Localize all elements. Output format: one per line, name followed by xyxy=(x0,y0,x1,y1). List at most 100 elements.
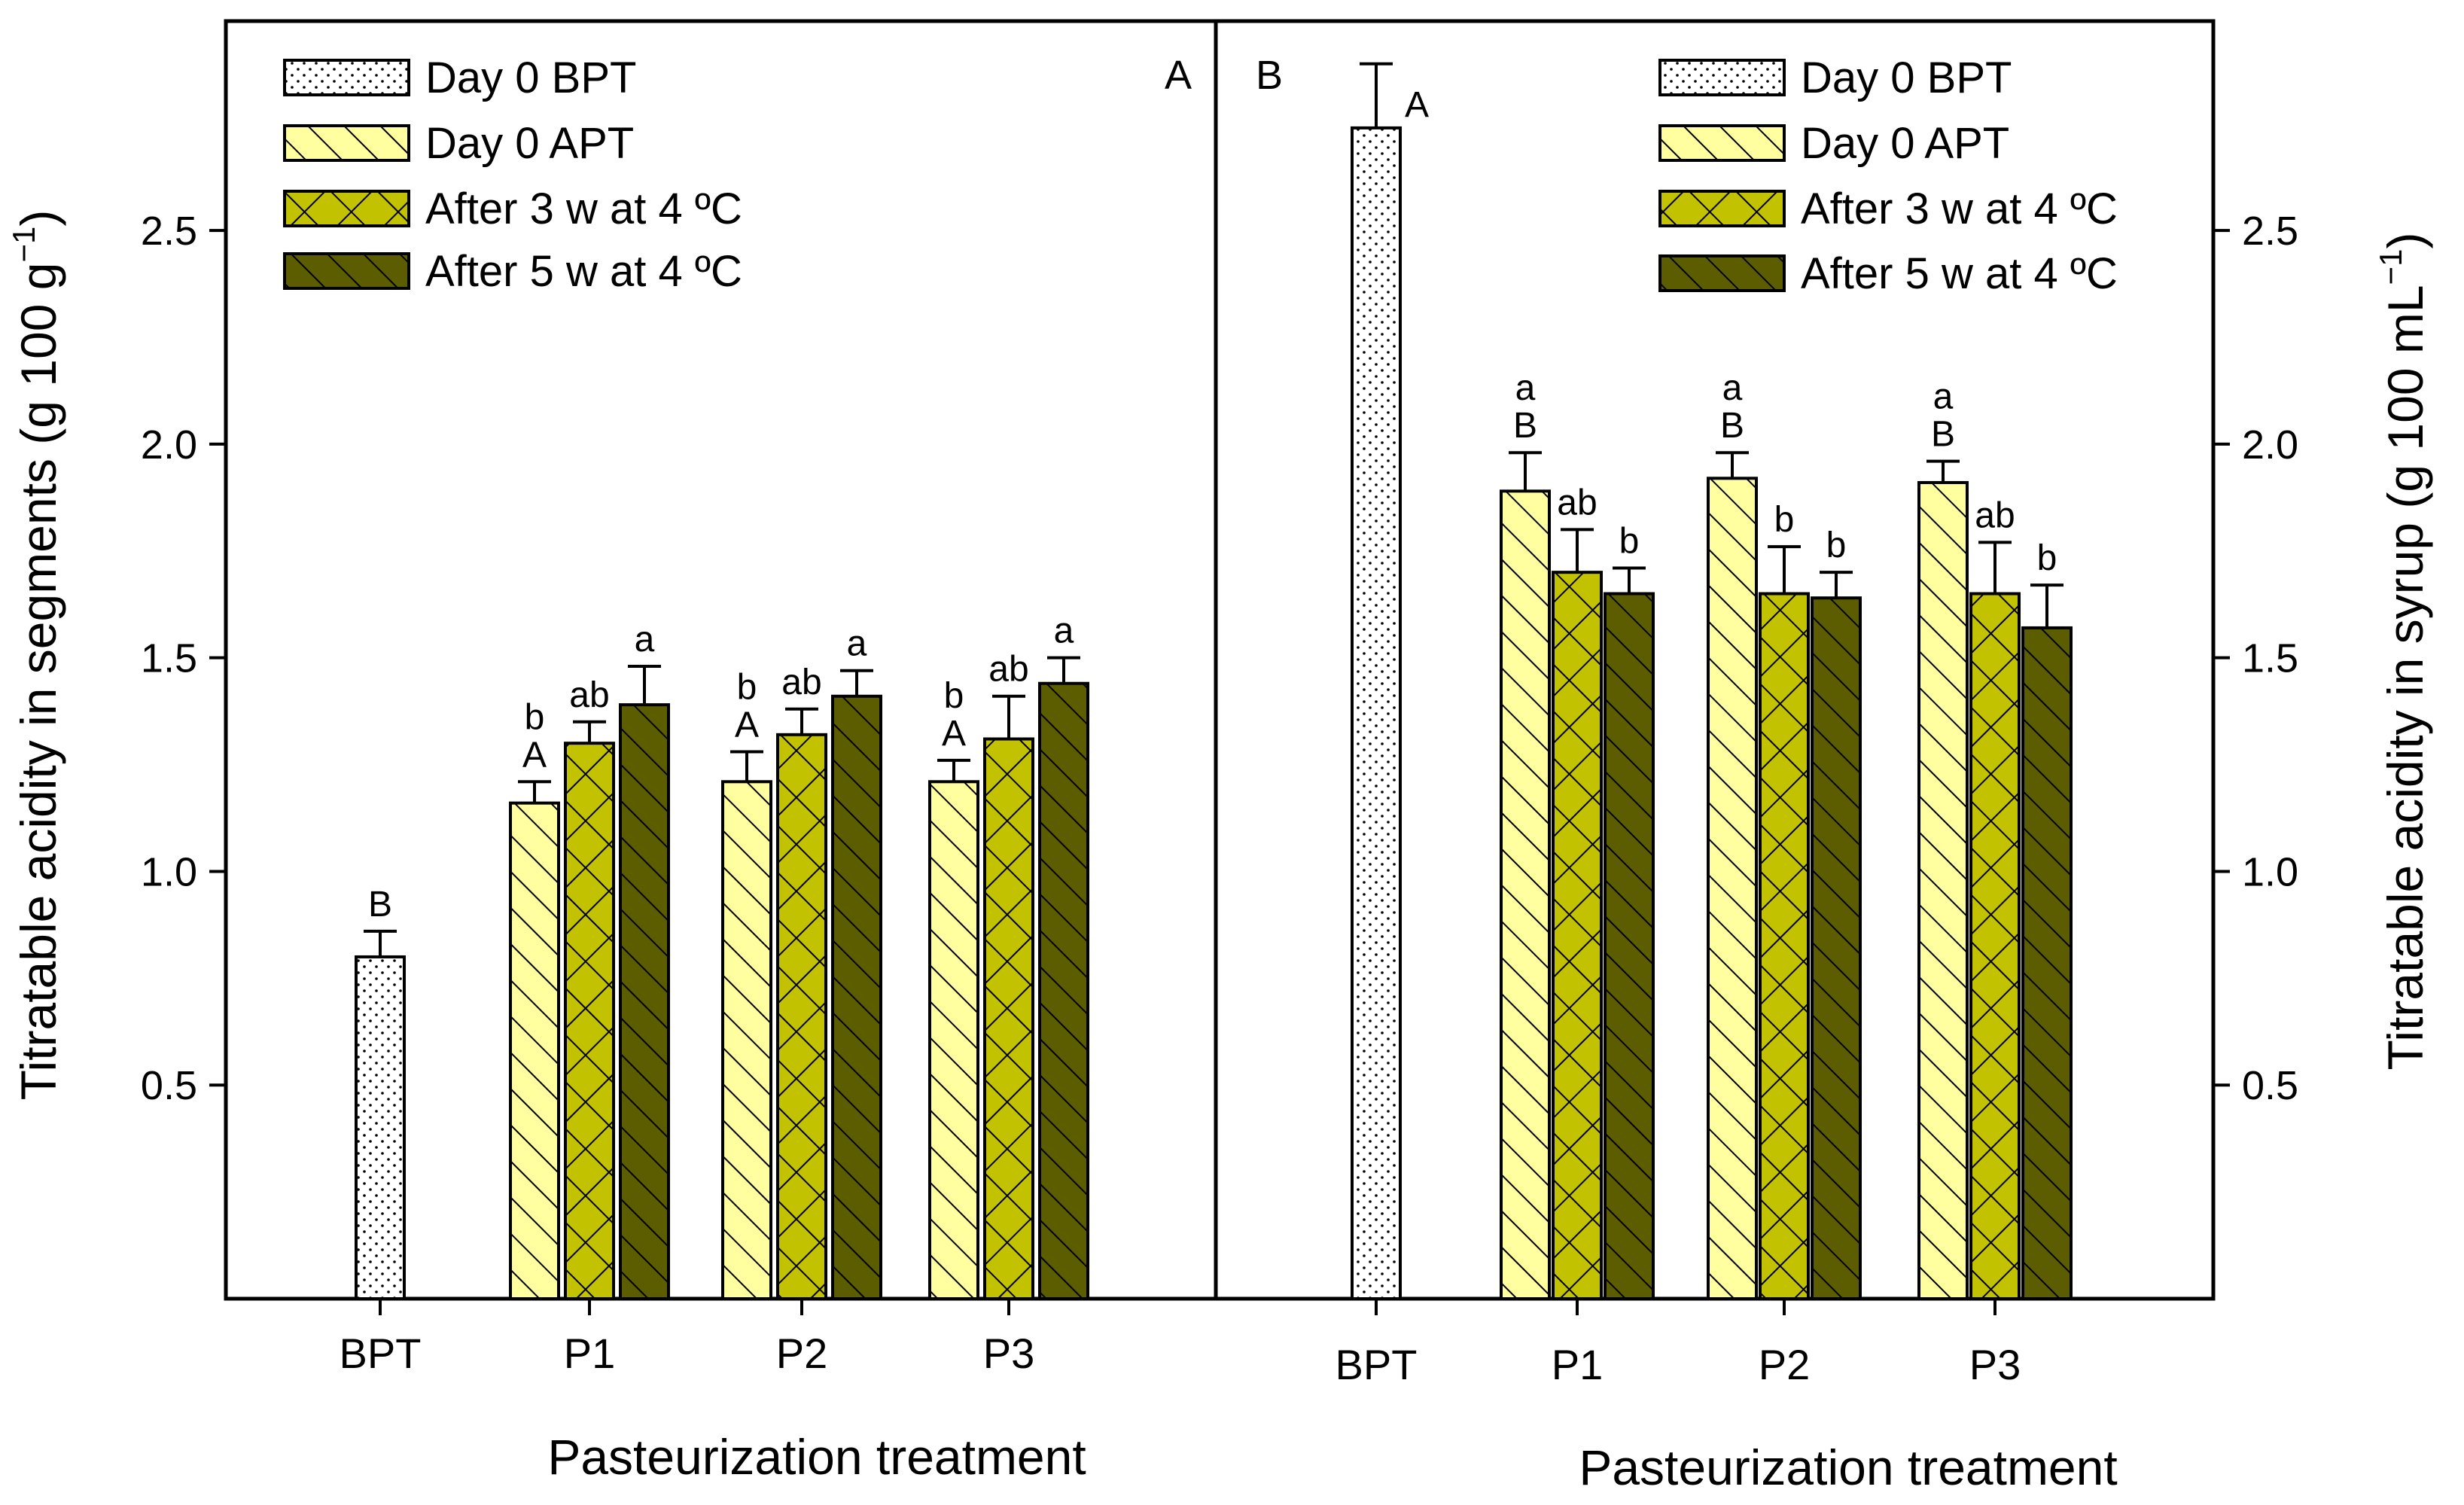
y-tick-label: 2.0 xyxy=(2242,422,2298,468)
bar-p1-after-3-w-at-4-c xyxy=(1552,571,1603,1300)
y-tick-label: 0.5 xyxy=(2242,1063,2298,1108)
bar-p2-day-0-apt-letter: B xyxy=(1720,406,1744,446)
legend-label-after-3-w-at-4-c: After 3 w at 4 ºC xyxy=(1801,184,2118,233)
bar-p1-after-3-w-at-4-c xyxy=(564,742,615,1300)
bar-p3-after-5-w-at-4-c-letter: b xyxy=(2037,538,2057,578)
legend-swatch-day-0-bpt xyxy=(283,59,410,96)
panel-a-label: A xyxy=(1165,53,1192,98)
bar-p3-after-3-w-at-4-c xyxy=(1969,592,2021,1300)
y-tick-label: 2.5 xyxy=(2242,209,2298,254)
legend-label-after-3-w-at-4-c: After 3 w at 4 ºC xyxy=(425,184,742,233)
bar-bpt-day-0-bpt-letter: B xyxy=(368,885,392,925)
bar-p3-day-0-apt-letter: b xyxy=(944,676,964,716)
y-tick-label: 2.0 xyxy=(141,422,197,468)
bar-p1-day-0-apt-letter: b xyxy=(525,697,545,737)
bar-p2-day-0-apt xyxy=(721,780,772,1300)
legend-swatch-after-5-w-at-4-c xyxy=(1658,254,1786,292)
x-tick-label-bpt: BPT xyxy=(1336,1341,1418,1388)
bar-bpt-day-0-bpt xyxy=(355,955,406,1300)
y-tick-label: 2.5 xyxy=(141,209,197,254)
bar-p2-after-5-w-at-4-c-letter: b xyxy=(1826,526,1847,565)
panel-b-y-axis-title: Titratable acidity in syrup (g 100 mL−1) xyxy=(2373,233,2433,1071)
bar-p2-day-0-apt xyxy=(1707,477,1758,1300)
bar-p3-after-5-w-at-4-c xyxy=(1038,681,1089,1300)
legend-swatch-after-5-w-at-4-c xyxy=(283,252,410,290)
panel-b-label: B xyxy=(1256,53,1283,98)
bar-p3-day-0-apt-letter: B xyxy=(1931,415,1955,455)
panel-b-y-axis-title-close: ) xyxy=(2377,233,2433,249)
panel-b-y-axis-title-sup: −1 xyxy=(2373,249,2408,285)
bar-p1-after-5-w-at-4-c-letter: b xyxy=(1619,521,1640,561)
x-tick-label-p2: P2 xyxy=(776,1330,828,1377)
bar-p3-after-3-w-at-4-c-letter: ab xyxy=(1975,495,2015,535)
legend-swatch-after-3-w-at-4-c xyxy=(283,190,410,227)
y-tick-label: 0.5 xyxy=(141,1063,197,1108)
bar-p2-after-3-w-at-4-c-letter: b xyxy=(1774,500,1795,540)
bar-p1-after-5-w-at-4-c xyxy=(619,703,670,1300)
bar-p2-day-0-apt-letter: b xyxy=(737,668,757,708)
panel-a-y-axis-title-sup: −1 xyxy=(6,227,41,263)
panel-b-y-axis-title-main: Titratable acidity in syrup (g 100 mL xyxy=(2377,285,2433,1070)
legend-swatch-day-0-apt xyxy=(1658,124,1786,162)
bar-p3-after-3-w-at-4-c xyxy=(983,737,1034,1300)
x-tick-label-p1: P1 xyxy=(1552,1341,1604,1388)
bar-p3-day-0-apt-letter: A xyxy=(942,714,966,754)
legend-swatch-day-0-bpt xyxy=(1658,59,1786,96)
bar-p3-day-0-apt-letter: a xyxy=(1933,377,1954,417)
bar-p2-after-5-w-at-4-c xyxy=(831,694,882,1300)
bar-p2-day-0-apt-letter: a xyxy=(1722,368,1743,408)
bar-p1-after-5-w-at-4-c-letter: a xyxy=(635,620,655,660)
bar-p2-after-3-w-at-4-c xyxy=(776,733,827,1300)
bar-p1-after-3-w-at-4-c-letter: ab xyxy=(1557,483,1597,522)
y-tick-label: 1.0 xyxy=(141,849,197,894)
x-tick-label-p3: P3 xyxy=(1969,1341,2021,1388)
panel-b-x-axis: BPT P1 P2 P3 xyxy=(1336,1299,2021,1388)
bar-p1-day-0-apt-letter: A xyxy=(522,735,547,775)
legend-label-after-5-w-at-4-c: After 5 w at 4 ºC xyxy=(425,247,742,296)
bar-p1-day-0-apt xyxy=(1500,489,1551,1301)
panel-a-legend: Day 0 BPT Day 0 APT After 3 w at 4 ºC After… xyxy=(283,53,742,296)
panel-a-y-axis-title-close: ) xyxy=(11,210,66,227)
bar-p2-after-5-w-at-4-c-letter: a xyxy=(847,624,867,664)
bar-p1-day-0-apt-letter: a xyxy=(1515,368,1536,408)
panel-a-y-axis: 0.5 1.0 1.5 2.0 2.5 xyxy=(141,209,226,1108)
legend-label-after-5-w-at-4-c: After 5 w at 4 ºC xyxy=(1801,249,2118,298)
bar-p1-after-5-w-at-4-c xyxy=(1604,592,1655,1300)
bar-p3-after-5-w-at-4-c-letter: a xyxy=(1054,611,1074,651)
panel-a-x-axis-title: Pasteurization treatment xyxy=(547,1429,1086,1485)
bar-bpt-day-0-bpt xyxy=(1351,126,1402,1300)
x-tick-label-p3: P3 xyxy=(983,1330,1035,1377)
panel-b-x-axis-title: Pasteurization treatment xyxy=(1579,1439,2117,1495)
bar-p3-after-5-w-at-4-c xyxy=(2021,626,2073,1300)
bar-p1-day-0-apt-letter: B xyxy=(1513,406,1537,446)
x-tick-label-p2: P2 xyxy=(1759,1341,1811,1388)
bar-p1-after-3-w-at-4-c-letter: ab xyxy=(569,675,609,715)
panel-a-x-axis: BPT P1 P2 P3 xyxy=(340,1299,1035,1377)
legend-swatch-day-0-apt xyxy=(283,124,410,162)
bar-p2-after-5-w-at-4-c xyxy=(1811,596,1862,1300)
panel-b-y-axis: 0.5 1.0 1.5 2.0 2.5 xyxy=(2213,209,2298,1108)
y-tick-label: 1.5 xyxy=(141,636,197,681)
bar-p2-day-0-apt-letter: A xyxy=(735,705,759,745)
bar-p2-after-3-w-at-4-c xyxy=(1759,592,1810,1300)
x-tick-label-p1: P1 xyxy=(564,1330,616,1377)
bar-bpt-day-0-bpt-letter: A xyxy=(1405,85,1429,125)
y-tick-label: 1.5 xyxy=(2242,636,2298,681)
legend-label-day-0-apt: Day 0 APT xyxy=(1801,119,2009,168)
x-tick-label-bpt: BPT xyxy=(340,1330,422,1377)
legend-label-day-0-bpt: Day 0 BPT xyxy=(1801,53,2012,102)
y-tick-label: 1.0 xyxy=(2242,849,2298,894)
panel-a-y-axis-title: Titratable acidity in segments (g 100 g−… xyxy=(6,210,66,1101)
panel-b-legend: Day 0 BPT Day 0 APT After 3 w at 4 ºC After… xyxy=(1658,53,2118,298)
bar-p3-day-0-apt xyxy=(928,780,979,1300)
bar-p1-day-0-apt xyxy=(509,801,560,1300)
panel-a-y-axis-title-main: Titratable acidity in segments (g 100 g xyxy=(11,263,66,1101)
bar-p3-after-3-w-at-4-c-letter: ab xyxy=(988,650,1028,690)
bar-p3-day-0-apt xyxy=(1917,480,1969,1300)
legend-label-day-0-apt: Day 0 APT xyxy=(425,119,634,168)
